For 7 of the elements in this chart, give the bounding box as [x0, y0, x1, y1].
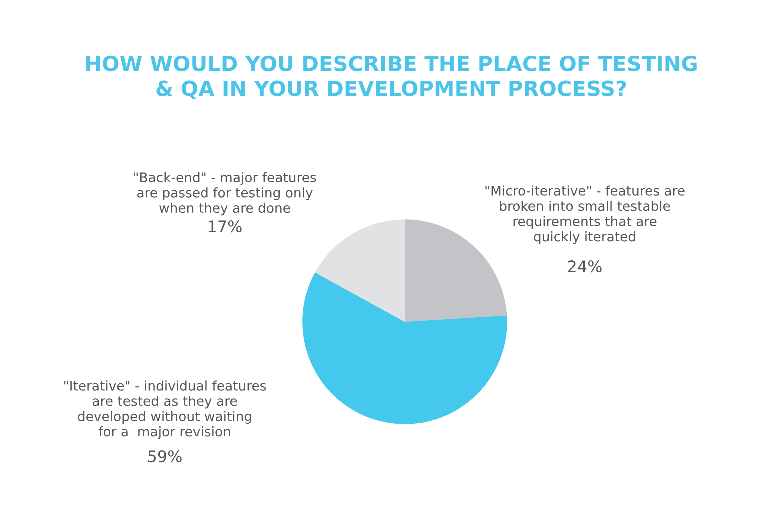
data-label: 59%: [148, 450, 182, 463]
slice-label: "Back-end" - major features are passed for testing only when they are done: [134, 172, 316, 216]
slice-label: "Micro-iterative" - features are broken into small testable requirements that are quickly iterated: [486, 186, 685, 244]
chart-title: HOW WOULD YOU DESCRIBE THE PLACE OF TESTING & QA IN YOUR DEVELOPMENT PROCESS?: [86, 56, 697, 100]
data-label: 24%: [568, 260, 602, 273]
slice-label: "Iterative" - individual features are tested as they are developed without waiting for a major revision: [64, 380, 266, 440]
data-label: 17%: [209, 220, 242, 233]
